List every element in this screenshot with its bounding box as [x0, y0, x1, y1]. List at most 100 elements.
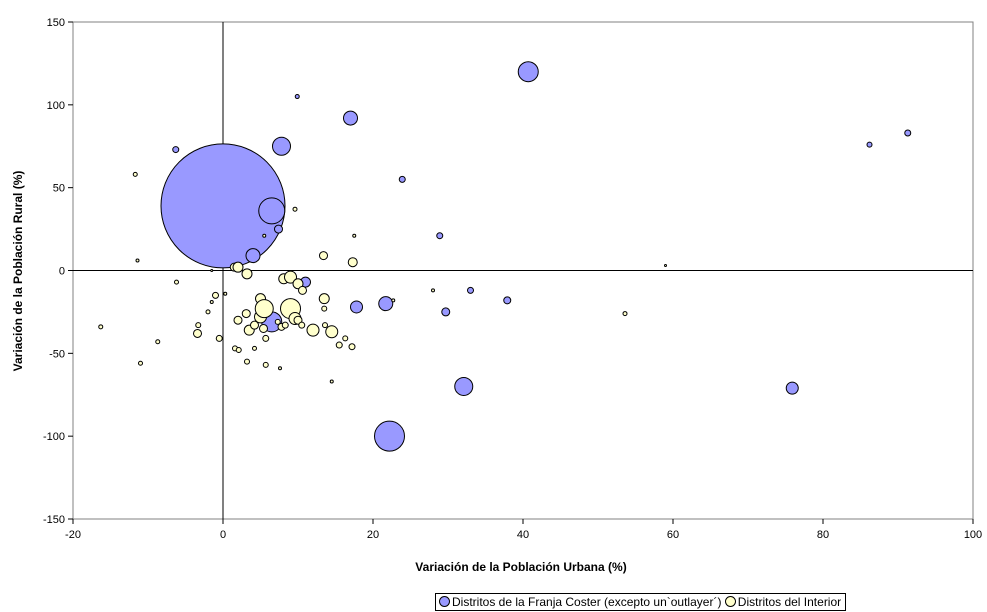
- data-point: [223, 291, 228, 296]
- data-point: [391, 298, 396, 303]
- data-point: [294, 94, 300, 100]
- data-point: [278, 366, 282, 371]
- y-tick-label: -150: [43, 514, 65, 526]
- legend-label-interior: Distritos del Interior: [737, 595, 842, 609]
- data-point: [244, 358, 250, 365]
- data-point: [322, 322, 328, 329]
- data-point: [205, 309, 211, 315]
- y-tick-label: 50: [53, 183, 65, 195]
- data-point: [441, 307, 451, 317]
- data-point: [503, 296, 512, 305]
- data-point: [352, 233, 357, 238]
- data-point: [298, 321, 306, 329]
- data-point: [241, 268, 253, 280]
- x-tick-label: 40: [517, 529, 529, 541]
- data-point: [262, 361, 269, 368]
- data-point: [374, 420, 405, 452]
- y-tick-label: 0: [59, 266, 65, 278]
- data-point: [172, 146, 180, 154]
- data-point: [210, 269, 214, 272]
- legend-item-coastal: Distritos de la Franja Coster (excepto u…: [439, 595, 721, 609]
- data-point: [343, 110, 358, 126]
- data-point: [274, 318, 281, 325]
- y-axis-title: Variación de la Población Rural (%): [11, 171, 25, 372]
- data-point: [98, 324, 104, 330]
- zero-axis-lines: [73, 22, 973, 519]
- legend-marker-coastal: [439, 596, 450, 607]
- legend-marker-interior: [724, 596, 736, 607]
- data-point: [195, 322, 202, 329]
- scatter-chart: -150 -100 -50 0 50 100 150 -20 0 20 40 60 80 100 Var…: [11, 17, 982, 574]
- series-coastal: [160, 61, 912, 452]
- data-point: [467, 286, 474, 294]
- data-point: [232, 261, 244, 273]
- data-point: [866, 141, 873, 148]
- data-point: [241, 309, 251, 319]
- data-point: [664, 264, 667, 268]
- x-tick-label: 80: [817, 529, 829, 541]
- data-point: [262, 233, 267, 238]
- x-axis-title: Variación de la Población Urbana (%): [415, 560, 626, 574]
- data-point: [904, 129, 912, 137]
- data-point: [325, 325, 339, 339]
- x-tick-label: 20: [367, 529, 379, 541]
- y-tick-label: 150: [47, 17, 65, 29]
- y-axis-ticks: -150 -100 -50 0 50 100 150: [43, 17, 73, 526]
- data-point: [272, 136, 291, 156]
- data-point: [160, 143, 286, 269]
- data-point: [193, 328, 202, 338]
- legend-item-interior: Distritos del Interior: [724, 595, 842, 609]
- legend: Distritos de la Franja Coster (excepto u…: [435, 593, 847, 611]
- legend-label-coastal: Distritos de la Franja Coster (excepto u…: [452, 595, 722, 609]
- y-tick-label: 100: [47, 100, 65, 112]
- data-point: [252, 345, 257, 351]
- data-point: [350, 300, 363, 314]
- data-point: [785, 381, 799, 395]
- data-point: [454, 376, 474, 396]
- data-point: [348, 343, 356, 351]
- data-point: [436, 232, 444, 240]
- data-point: [335, 341, 343, 349]
- data-point: [155, 339, 161, 345]
- series-interior: [98, 171, 667, 384]
- x-tick-label: 60: [667, 529, 679, 541]
- data-point: [622, 311, 628, 317]
- data-point: [209, 299, 214, 304]
- x-tick-label: 0: [220, 529, 226, 541]
- data-point: [292, 278, 304, 290]
- data-point: [284, 270, 297, 284]
- data-point: [378, 296, 394, 312]
- data-point: [298, 285, 307, 295]
- x-axis-ticks: -20 0 20 40 60 80 100: [65, 519, 982, 541]
- data-point: [319, 251, 328, 261]
- data-point: [342, 335, 349, 342]
- data-point: [132, 171, 138, 177]
- data-point: [233, 315, 243, 325]
- data-point: [254, 299, 274, 319]
- data-point: [174, 279, 179, 285]
- data-point: [235, 347, 242, 354]
- data-point: [215, 334, 223, 342]
- data-point: [318, 293, 330, 305]
- data-point: [259, 323, 268, 333]
- data-point: [250, 320, 259, 330]
- x-tick-label: -20: [65, 529, 81, 541]
- data-point: [347, 257, 358, 268]
- data-point: [517, 61, 539, 83]
- data-point: [329, 379, 334, 384]
- data-point: [135, 258, 140, 263]
- data-point: [292, 206, 298, 212]
- data-point: [262, 334, 270, 342]
- data-point: [138, 360, 143, 366]
- data-point: [281, 321, 289, 329]
- y-tick-label: -50: [49, 348, 65, 360]
- y-tick-label: -100: [43, 431, 65, 443]
- data-point: [306, 323, 320, 337]
- x-tick-label: 100: [964, 529, 982, 541]
- data-point: [321, 305, 328, 312]
- data-points: [98, 61, 912, 452]
- data-point: [431, 288, 435, 293]
- data-point: [274, 224, 283, 234]
- data-point: [212, 291, 219, 299]
- data-point: [258, 197, 286, 225]
